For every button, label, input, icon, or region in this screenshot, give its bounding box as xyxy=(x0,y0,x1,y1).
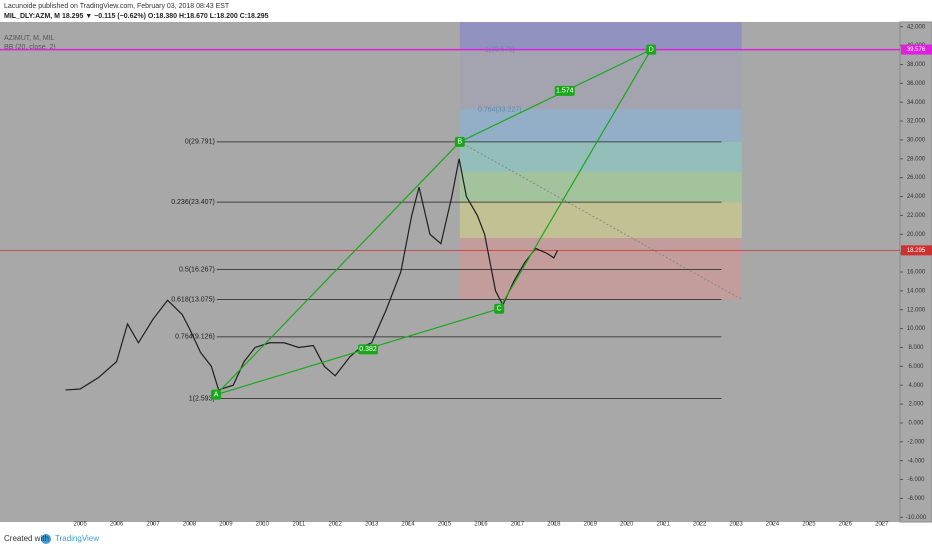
pattern-leg xyxy=(459,49,652,143)
y-tick-label: 8.000 xyxy=(908,345,924,351)
fib-label: 1(2.593) xyxy=(189,395,215,402)
ratio-label: 1.574 xyxy=(556,88,574,95)
fib-label: 0.5(16.267) xyxy=(179,266,215,273)
price-axis xyxy=(899,21,932,523)
x-tick-label: 2007 xyxy=(146,522,160,528)
y-tick-label: 28.000 xyxy=(907,156,926,162)
y-tick-label: 34.000 xyxy=(907,100,926,106)
x-tick-label: 2005 xyxy=(73,522,87,528)
ratio-box xyxy=(554,85,575,96)
zone xyxy=(459,172,742,203)
plot-area xyxy=(0,22,900,522)
price-tag-label: 39.576 xyxy=(907,47,926,53)
y-tick-label: -6.000 xyxy=(907,477,925,483)
y-tick-label: 42.000 xyxy=(907,24,926,30)
price-tag xyxy=(901,44,932,55)
price-line-series xyxy=(65,158,559,391)
y-tick-label: 26.000 xyxy=(907,175,926,181)
x-tick-label: 2010 xyxy=(256,522,270,528)
x-tick-label: 2014 xyxy=(401,522,415,528)
pattern-point xyxy=(454,136,465,147)
y-tick-label: 0.000 xyxy=(908,421,924,427)
y-tick-label: 14.000 xyxy=(907,288,926,294)
publisher: Lacunoide published on TradingView.com, … xyxy=(4,3,230,10)
pattern-point xyxy=(646,44,657,55)
x-tick-label: 2015 xyxy=(438,522,452,528)
pattern-leg xyxy=(215,308,500,396)
x-tick-label: 2025 xyxy=(802,522,816,528)
x-tick-label: 2018 xyxy=(547,522,561,528)
trend-dotted xyxy=(459,141,743,301)
x-tick-label: 2017 xyxy=(511,522,525,528)
x-tick-label: 2027 xyxy=(875,522,889,528)
y-tick-label: 16.000 xyxy=(907,270,926,276)
x-tick-label: 2016 xyxy=(474,522,488,528)
fib-label: 0.764(9.126) xyxy=(175,334,215,341)
zone xyxy=(459,22,742,50)
y-tick-label: 22.000 xyxy=(907,213,926,219)
pattern-point-label: A xyxy=(214,391,219,398)
zone xyxy=(459,49,742,110)
x-tick-label: 2020 xyxy=(620,522,634,528)
x-tick-label: 2013 xyxy=(365,522,379,528)
pattern-leg xyxy=(498,49,652,310)
pattern-point-label: C xyxy=(497,306,502,313)
x-tick-label: 2019 xyxy=(584,522,598,528)
zone-label: 0.764(33.227) xyxy=(478,106,522,113)
legend: AZIMUT, M, MIL xyxy=(4,35,55,42)
pattern-leg xyxy=(215,141,461,396)
footer-brand[interactable]: TradingView xyxy=(55,534,99,543)
x-tick-label: 2008 xyxy=(183,522,197,528)
price-tag xyxy=(901,245,932,256)
y-tick-label: 12.000 xyxy=(907,307,926,313)
x-tick-label: 2022 xyxy=(693,522,707,528)
ratio-box xyxy=(358,344,379,355)
y-tick-label: 4.000 xyxy=(908,383,924,389)
x-tick-label: 2012 xyxy=(329,522,343,528)
x-tick-label: 2011 xyxy=(292,522,306,528)
fib-label: 0.618(13.075) xyxy=(171,296,215,303)
y-tick-label: 36.000 xyxy=(907,81,926,87)
fib-label: 0(29.791) xyxy=(185,139,215,146)
y-tick-label: 6.000 xyxy=(908,364,924,370)
zone xyxy=(459,141,742,172)
x-tick-label: 2006 xyxy=(110,522,124,528)
y-tick-label: 32.000 xyxy=(907,119,926,125)
fib-label: 0.236(23.407) xyxy=(171,199,215,206)
ratio-label: 0.382 xyxy=(359,346,377,353)
y-tick-label: 30.000 xyxy=(907,138,926,144)
y-tick-label: 10.000 xyxy=(907,326,926,332)
pattern-point-label: D xyxy=(649,46,654,53)
pattern-point-label: B xyxy=(458,139,463,146)
pattern-point xyxy=(211,389,222,400)
pattern-point xyxy=(494,303,505,314)
legend: BB (20, close, 2) xyxy=(4,44,56,51)
zone xyxy=(459,202,742,239)
x-tick-label: 2021 xyxy=(656,522,670,528)
y-tick-label: 38.000 xyxy=(907,62,926,68)
price-tag-label: 18.295 xyxy=(907,248,926,254)
y-tick-label: 2.000 xyxy=(908,402,924,408)
x-tick-label: 2009 xyxy=(219,522,233,528)
quote: MIL_DLY:AZM, M 18.295 ▼ −0.115 (−0.62%) … xyxy=(4,13,269,20)
x-tick-label: 2024 xyxy=(766,522,780,528)
logo xyxy=(41,534,51,544)
zone xyxy=(459,238,742,300)
y-tick-label: -8.000 xyxy=(907,496,925,502)
y-tick-label: 20.000 xyxy=(907,232,926,238)
y-tick-label: -4.000 xyxy=(907,458,925,464)
footer-text: Created with xyxy=(4,534,49,543)
x-tick-label: 2023 xyxy=(729,522,743,528)
x-tick-label: 2026 xyxy=(839,522,853,528)
y-tick-label: -2.000 xyxy=(907,439,925,445)
y-tick-label: -10.000 xyxy=(906,515,927,521)
zone xyxy=(459,109,742,142)
y-tick-label: 24.000 xyxy=(907,194,926,200)
